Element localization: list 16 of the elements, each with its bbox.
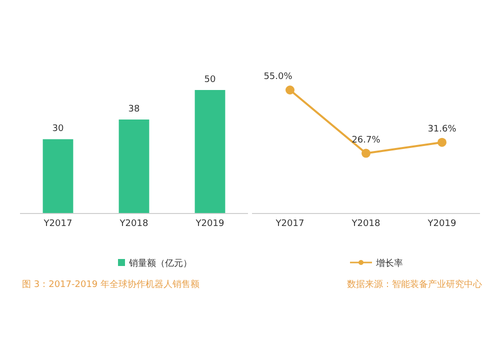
legend-label: 增长率 (375, 258, 403, 269)
data-label: 26.7% (352, 135, 381, 146)
x-tick-label: Y2017 (274, 219, 304, 229)
x-tick-label: Y2019 (426, 219, 456, 229)
caption: 图 3：2017-2019 年全球协作机器人销售额 (22, 279, 200, 290)
data-label: 50 (204, 75, 216, 85)
data-label: 38 (128, 104, 140, 115)
data-label: 31.6% (428, 124, 457, 134)
x-tick-label: Y2018 (350, 219, 380, 229)
x-tick-label: Y2019 (194, 219, 224, 229)
legend-label: 销量额（亿元） (128, 258, 192, 269)
x-tick-label: Y2018 (118, 219, 148, 229)
data-label: 55.0% (264, 72, 293, 82)
source-note: 数据来源：智能装备产业研究中心 (347, 279, 482, 290)
x-tick-label: Y2017 (42, 219, 72, 229)
data-label: 30 (52, 124, 64, 134)
